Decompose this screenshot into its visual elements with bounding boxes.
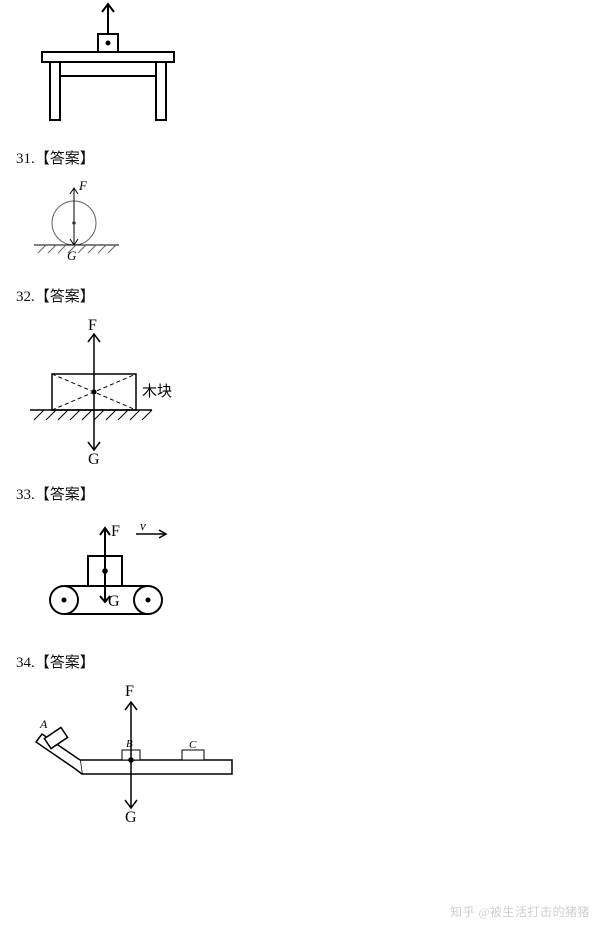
figure-conveyor: F G v: [26, 514, 600, 639]
q32-num: 32.: [16, 289, 35, 305]
label-G: G: [67, 248, 77, 263]
q34-num: 34.: [16, 655, 35, 671]
answer-line-34: 34.【答案】: [16, 651, 600, 672]
label-C: C: [189, 739, 197, 751]
figure-block: F G 木块: [22, 316, 600, 471]
diagram-ball: F G: [24, 178, 134, 268]
label-G: G: [88, 451, 100, 466]
q32-label: 【答案】: [35, 289, 95, 305]
q31-num: 31.: [16, 151, 35, 167]
q33-num: 33.: [16, 487, 35, 503]
label-block: 木块: [142, 383, 172, 400]
label-F: F: [88, 317, 97, 334]
label-A: A: [39, 717, 48, 731]
label-F: F: [125, 683, 134, 700]
figure-ball: F G: [24, 178, 600, 273]
diagram-conveyor: F G v: [26, 514, 206, 634]
answer-line-32: 32.【答案】: [16, 285, 600, 306]
watermark: 知乎 @被生活打击的猪猪: [450, 903, 590, 920]
label-G: G: [125, 809, 137, 822]
answer-line-31: 31.【答案】: [16, 147, 600, 168]
q33-label: 【答案】: [35, 487, 95, 503]
figure-incline: F G A B C: [22, 682, 600, 827]
q31-label: 【答案】: [35, 151, 95, 167]
diagram-block: F G 木块: [22, 316, 202, 466]
label-G: G: [108, 593, 120, 610]
figure-table: [28, 0, 600, 135]
label-v: v: [140, 518, 146, 533]
answer-line-33: 33.【答案】: [16, 483, 600, 504]
label-B: B: [126, 738, 133, 750]
label-F: F: [111, 523, 120, 540]
q34-label: 【答案】: [35, 655, 95, 671]
diagram-table: [28, 0, 188, 130]
diagram-incline: F G A B C: [22, 682, 252, 822]
label-F: F: [78, 178, 88, 193]
